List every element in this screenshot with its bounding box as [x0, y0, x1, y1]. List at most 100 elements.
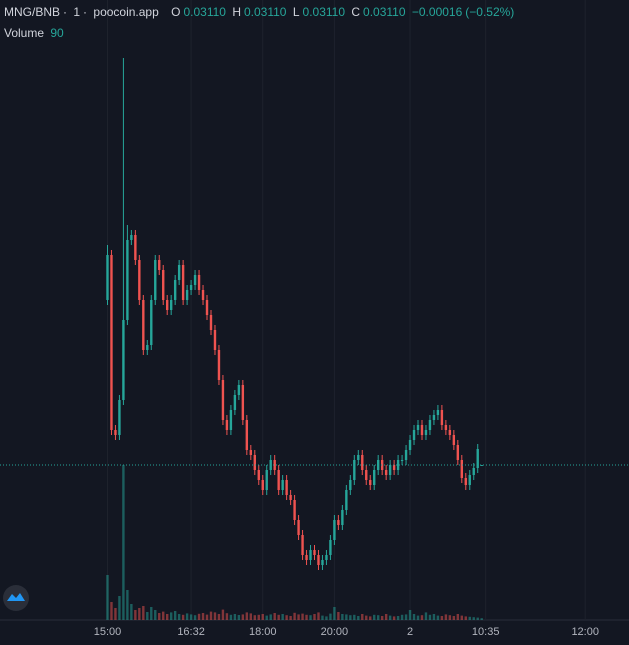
volume-bar	[428, 614, 432, 620]
x-tick-label: 16:32	[177, 626, 205, 638]
volume-bar	[440, 616, 444, 620]
volume-bar	[392, 616, 396, 620]
volume-bar	[245, 612, 249, 620]
volume-bar	[305, 614, 308, 620]
volume-bar	[158, 613, 161, 620]
close-label: C	[351, 5, 361, 19]
candle-body	[265, 470, 268, 490]
volume-bar	[432, 614, 436, 620]
volume-bar	[452, 616, 456, 620]
volume-bar	[472, 617, 475, 620]
volume-bar	[369, 616, 372, 620]
candle-body	[134, 235, 137, 260]
candle-body	[229, 410, 233, 430]
candle-body	[114, 430, 117, 435]
candle-body	[392, 465, 396, 470]
volume-bar	[333, 607, 336, 620]
candle-body	[317, 555, 320, 565]
candle-body	[138, 260, 141, 300]
candle-body	[456, 445, 460, 460]
candle-body	[444, 425, 448, 430]
volume-bar	[281, 614, 284, 620]
volume-value: 90	[50, 26, 64, 40]
volume-bar	[365, 615, 368, 620]
candle-body	[309, 550, 312, 560]
x-axis: 15:00 16:32 18:00 20:00 2 10:35 12:00	[94, 626, 599, 638]
candle-body	[353, 460, 356, 480]
volume-bars	[106, 465, 483, 620]
candle-body	[329, 540, 332, 555]
candle-body	[185, 290, 189, 300]
candle-body	[257, 470, 260, 480]
candle-body	[209, 315, 213, 330]
x-tick-label: 18:00	[249, 626, 277, 638]
candle-body	[396, 460, 400, 470]
volume-bar	[110, 602, 113, 620]
volume-bar	[134, 610, 137, 620]
volume-bar	[361, 614, 364, 620]
open-label: O	[171, 5, 181, 19]
volume-bar	[205, 614, 209, 620]
volume-bar	[420, 615, 424, 620]
volume-bar	[209, 611, 213, 620]
volume-bar	[122, 465, 125, 620]
candle-body	[193, 275, 197, 285]
volume-bar	[476, 617, 479, 620]
volume-bar	[396, 616, 400, 620]
candle-body	[166, 300, 169, 310]
volume-bar	[213, 612, 217, 620]
candle-body	[384, 470, 388, 475]
candle-body	[408, 440, 412, 450]
x-tick-label: 2	[407, 626, 413, 638]
logo[interactable]	[3, 585, 29, 611]
volume-bar	[384, 614, 388, 620]
candle-body	[333, 520, 336, 540]
candle-body	[281, 480, 284, 490]
volume-bar	[464, 616, 467, 620]
candle-body	[261, 480, 264, 490]
candle-body	[440, 410, 444, 425]
candle-body	[249, 450, 253, 455]
candle-body	[388, 465, 392, 475]
separator: ·	[63, 5, 68, 19]
candle-body	[361, 455, 364, 470]
volume-bar	[265, 615, 268, 620]
candle-body	[110, 255, 113, 430]
volume-bar	[249, 613, 253, 620]
volume-bar	[412, 614, 416, 620]
volume-bar	[257, 614, 260, 620]
candle-body	[428, 420, 432, 430]
volume-bar	[138, 608, 141, 620]
volume-bar	[233, 614, 237, 620]
volume-bar	[273, 613, 276, 620]
candle-body	[301, 535, 304, 555]
volume-bar	[173, 611, 177, 620]
volume-bar	[106, 575, 109, 620]
candle-body	[150, 300, 153, 345]
header: MNG/BNB · 1 · poocoin.app O 0.03110 H 0.0311…	[4, 5, 517, 19]
candle-body	[452, 435, 456, 445]
volume-bar	[201, 613, 205, 620]
candle-body	[169, 300, 173, 310]
volume-bar	[313, 614, 316, 620]
candle-body	[468, 475, 471, 485]
candle-body	[205, 300, 209, 315]
volume-legend: Volume 90	[4, 26, 67, 40]
candle-body	[400, 460, 404, 461]
candle-body	[106, 255, 109, 300]
candle-body	[420, 425, 424, 435]
volume-bar	[309, 615, 312, 620]
volume-bar	[325, 616, 328, 620]
candle-body	[305, 555, 308, 560]
candle-body	[233, 395, 237, 410]
candle-body	[460, 460, 463, 478]
volume-bar	[253, 615, 256, 620]
candle-body	[337, 520, 340, 525]
candle-body	[154, 260, 157, 300]
volume-bar	[448, 615, 452, 620]
volume-bar	[293, 612, 296, 620]
candle-body	[472, 468, 475, 475]
logo-icon[interactable]	[7, 593, 25, 601]
